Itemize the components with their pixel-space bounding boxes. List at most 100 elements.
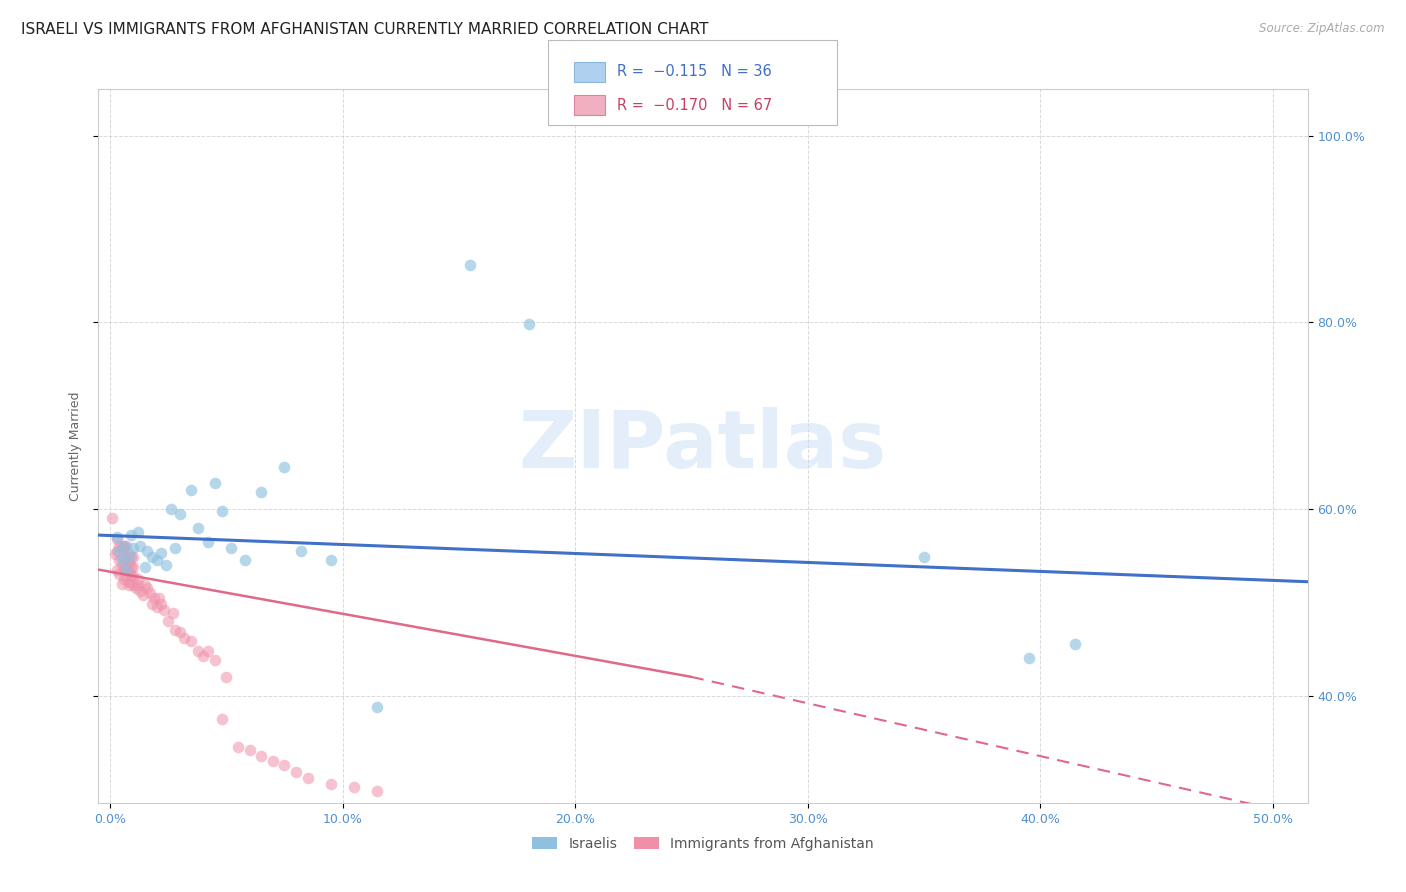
Point bbox=[152, 603, 174, 617]
Point bbox=[127, 525, 149, 540]
Point bbox=[159, 502, 181, 516]
Point bbox=[112, 539, 135, 553]
Point bbox=[215, 670, 238, 684]
Y-axis label: Currently Married: Currently Married bbox=[69, 392, 83, 500]
Point bbox=[211, 504, 233, 518]
Point bbox=[290, 544, 312, 558]
Point bbox=[122, 550, 145, 565]
Point bbox=[239, 742, 262, 756]
Point bbox=[169, 625, 191, 640]
Point bbox=[122, 578, 145, 592]
Point bbox=[343, 780, 366, 794]
Point bbox=[118, 550, 141, 565]
Point bbox=[226, 739, 249, 754]
Point bbox=[143, 591, 166, 605]
Point bbox=[122, 559, 145, 574]
Point bbox=[157, 614, 180, 628]
Point bbox=[104, 547, 127, 561]
Point bbox=[118, 566, 141, 580]
Point bbox=[118, 578, 141, 592]
Point bbox=[115, 559, 138, 574]
Point bbox=[120, 559, 142, 574]
Point bbox=[112, 550, 135, 565]
Point bbox=[111, 576, 134, 591]
Point bbox=[273, 758, 295, 772]
Point bbox=[127, 578, 149, 592]
Point bbox=[219, 541, 242, 556]
Point bbox=[285, 764, 308, 779]
Point bbox=[197, 534, 219, 549]
Point bbox=[204, 475, 226, 490]
Point bbox=[460, 258, 482, 272]
Point bbox=[169, 507, 191, 521]
Point bbox=[1018, 651, 1040, 665]
Point bbox=[112, 539, 135, 553]
Point bbox=[122, 569, 145, 583]
Point bbox=[138, 586, 160, 600]
Point bbox=[136, 581, 159, 595]
Text: R =  −0.170   N = 67: R = −0.170 N = 67 bbox=[617, 98, 772, 112]
Point bbox=[145, 599, 167, 614]
Point bbox=[319, 777, 342, 791]
Point bbox=[187, 521, 209, 535]
Point bbox=[108, 567, 131, 582]
Point bbox=[180, 634, 202, 648]
Point bbox=[111, 558, 134, 572]
Legend: Israelis, Immigrants from Afghanistan: Israelis, Immigrants from Afghanistan bbox=[527, 831, 879, 856]
Point bbox=[108, 544, 131, 558]
Point bbox=[120, 528, 142, 542]
Point bbox=[211, 712, 233, 726]
Point bbox=[105, 530, 128, 544]
Text: Source: ZipAtlas.com: Source: ZipAtlas.com bbox=[1260, 22, 1385, 36]
Point bbox=[105, 532, 128, 546]
Point bbox=[115, 569, 138, 583]
Point bbox=[165, 624, 187, 638]
Point bbox=[1064, 637, 1087, 651]
Point bbox=[141, 550, 163, 565]
Point bbox=[108, 539, 131, 553]
Point bbox=[118, 574, 141, 589]
Point bbox=[162, 607, 184, 621]
Point bbox=[111, 541, 134, 556]
Point bbox=[180, 483, 202, 498]
Point bbox=[145, 553, 167, 567]
Point bbox=[129, 584, 152, 599]
Point bbox=[250, 749, 273, 764]
Point bbox=[150, 546, 173, 560]
Point bbox=[115, 539, 138, 553]
Point bbox=[134, 559, 156, 574]
Point bbox=[122, 541, 145, 556]
Point bbox=[912, 550, 935, 565]
Point bbox=[112, 572, 135, 586]
Point bbox=[124, 581, 146, 595]
Point bbox=[197, 644, 219, 658]
Point bbox=[233, 553, 256, 567]
Point bbox=[517, 318, 540, 332]
Text: ZIPatlas: ZIPatlas bbox=[519, 407, 887, 485]
Point bbox=[366, 699, 388, 714]
Point bbox=[319, 553, 342, 567]
Point bbox=[105, 544, 128, 558]
Point bbox=[118, 547, 141, 561]
Point bbox=[115, 563, 138, 577]
Text: R =  −0.115   N = 36: R = −0.115 N = 36 bbox=[617, 64, 772, 79]
Point bbox=[108, 553, 131, 567]
Point bbox=[129, 539, 152, 553]
Point bbox=[136, 544, 159, 558]
Point bbox=[120, 569, 142, 583]
Point bbox=[105, 563, 128, 577]
Point bbox=[127, 572, 149, 586]
Point bbox=[148, 591, 170, 605]
Point bbox=[134, 578, 156, 592]
Point bbox=[187, 644, 209, 658]
Point bbox=[101, 511, 124, 525]
Point bbox=[173, 631, 195, 645]
Point bbox=[115, 550, 138, 565]
Point bbox=[112, 563, 135, 577]
Point bbox=[165, 541, 187, 556]
Point bbox=[111, 553, 134, 567]
Point bbox=[141, 597, 163, 611]
Point bbox=[150, 597, 173, 611]
Point bbox=[120, 550, 142, 565]
Point bbox=[155, 558, 177, 572]
